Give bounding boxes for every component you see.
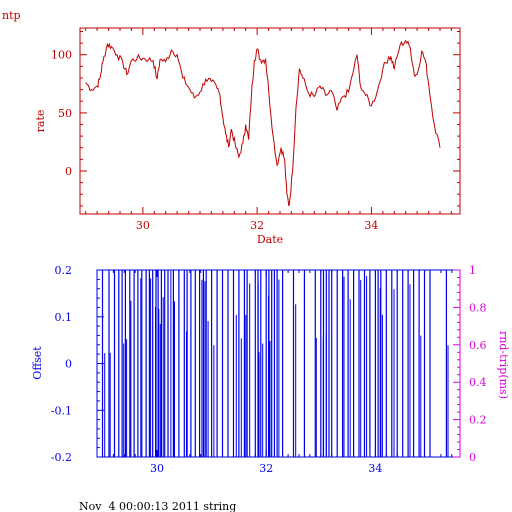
corner-label: ntp [2, 9, 21, 22]
rate-chart-ylabel: rate [34, 110, 47, 133]
rate-chart-xlabel: Date [257, 233, 283, 246]
rate-chart: 30 32 34 0 50 100 Date rate [34, 27, 461, 246]
rtt-y-tick-label: 1 [469, 264, 476, 277]
rate-y-tick-label: 0 [65, 165, 72, 178]
offset-y-tick-label: 0.2 [55, 264, 73, 277]
rtt-y-tick-label: 0.6 [469, 339, 487, 352]
offset-chart-y2label: rnd-trip(ms) [497, 331, 510, 399]
footer-timestamp: Nov 4 00:00:13 2011 string [79, 500, 236, 512]
offset-x-tick-label: 30 [150, 462, 164, 475]
offset-x-tick-label: 34 [368, 462, 382, 475]
offset-y-tick-label: -0.2 [51, 451, 72, 464]
rate-chart-tick-labels: 30 32 34 0 50 100 [51, 49, 378, 232]
offset-x-tick-label: 32 [259, 462, 273, 475]
rate-x-tick-label: 32 [250, 219, 264, 232]
offset-y-tick-label: -0.1 [51, 404, 72, 417]
rate-y-tick-label: 100 [51, 49, 72, 62]
rate-x-tick-label: 30 [136, 219, 150, 232]
offset-chart-ticks [97, 269, 461, 458]
rate-chart-ticks [80, 28, 460, 214]
offset-y-tick-label: 0 [65, 358, 72, 371]
offset-chart: 30 32 34 -0.2 -0.1 0 0.1 0.2 0 0.2 0.4 0.6 0.8 1 Offs… [31, 264, 510, 475]
rtt-y-tick-label: 0 [469, 451, 476, 464]
rate-x-tick-label: 34 [364, 219, 378, 232]
rtt-y-tick-label: 0.4 [469, 376, 487, 389]
rate-series-line [85, 39, 441, 207]
rtt-y-tick-label: 0.8 [469, 301, 487, 314]
rtt-y-tick-label: 0.2 [469, 414, 487, 427]
rate-y-tick-label: 50 [58, 107, 72, 120]
offset-chart-tick-labels: 30 32 34 -0.2 -0.1 0 0.1 0.2 0 0.2 0.4 0.6 0.8 1 [51, 264, 487, 475]
offset-spikes [101, 270, 449, 457]
offset-y-tick-label: 0.1 [55, 311, 73, 324]
rate-chart-frame [79, 27, 461, 215]
offset-chart-ylabel: Offset [31, 346, 44, 380]
